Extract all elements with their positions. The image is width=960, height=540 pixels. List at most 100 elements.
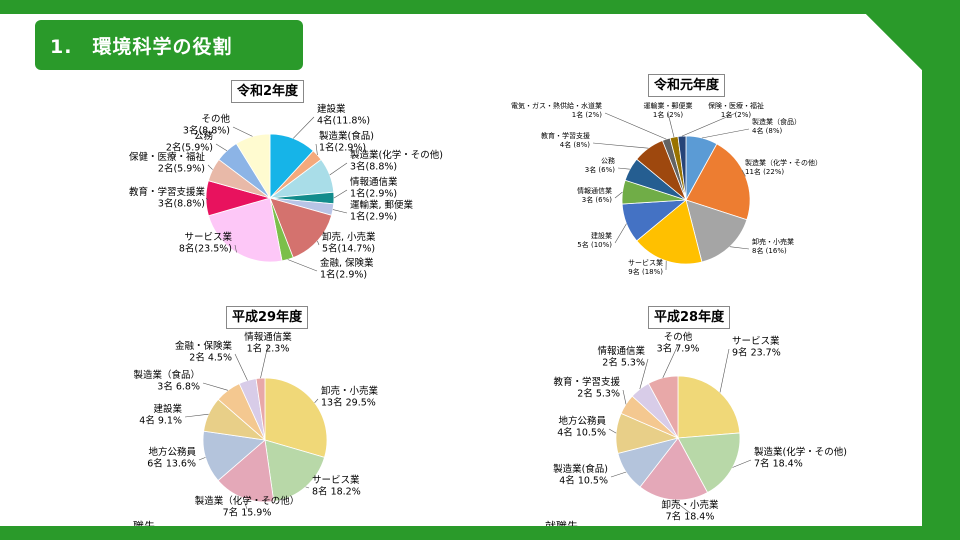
- pie-0-leader-11: [232, 126, 253, 137]
- pie-1-label-name-5: 情報通信業: [577, 186, 612, 195]
- pie-0-slice-5: [269, 197, 333, 259]
- pie-1-label-value-0: 4名 (8%): [752, 126, 783, 135]
- pie-0-label-value-3: 1名(2.9%): [350, 188, 397, 200]
- pie-1-label-name-7: 教育・学習支援: [541, 131, 590, 140]
- pie-0-label-name-9: 保健・医療・福祉: [129, 151, 206, 163]
- pie-3-leader-6: [639, 358, 649, 390]
- pie-0-label-name-8: 教育・学習支援業: [129, 186, 206, 198]
- pie-3-label-value-5: 2名 5.3%: [577, 388, 620, 400]
- bottom-band: [0, 526, 960, 540]
- pie-2-leader-0: [314, 398, 319, 404]
- pie-2-label-name-6: 金融・保険業: [175, 340, 233, 352]
- pie-1-slice-10: [677, 135, 687, 201]
- chart-title-r1: 令和元年度: [648, 74, 726, 97]
- pie-3-label-name-1: 製造業(化学・その他): [754, 446, 847, 458]
- pie-3-label-value-0: 9名 23.7%: [732, 347, 781, 359]
- pie-3-label-name-4: 地方公務員: [558, 415, 606, 427]
- pie-2-leader-7: [260, 344, 269, 379]
- pie-3-label-name-3: 製造業(食品): [553, 463, 608, 475]
- pie-1-label-value-1: 11名 (22%): [745, 167, 784, 176]
- chart-title-r2: 令和2年度: [231, 80, 305, 103]
- pie-0-label-value-11: 3名(8.8%): [183, 125, 230, 137]
- pie-3-label-name-0: サービス業: [732, 335, 780, 347]
- pie-0-label-value-8: 3名(8.8%): [158, 198, 205, 210]
- pie-1-leader-0: [701, 128, 750, 139]
- pie-3-label-name-6: 情報通信業: [597, 345, 645, 357]
- pie-2-label-value-2: 7名 15.9%: [223, 507, 272, 519]
- pie-2-label-value-7: 1名 2.3%: [247, 343, 290, 355]
- pie-1-label-value-9: 1名 (2%): [653, 110, 684, 119]
- pie-1-leader-1: [741, 169, 746, 177]
- pie-0-leader-1: [315, 143, 318, 156]
- pie-1-label-value-10: 1名 (2%): [721, 110, 752, 119]
- pie-2-slice-1: [264, 439, 326, 502]
- chart-title-h29: 平成29年度: [226, 306, 309, 329]
- pie-0-label-value-4: 1名(2.9%): [350, 211, 397, 223]
- pie-3-leader-1: [732, 459, 752, 468]
- pie-3-slice-7: [647, 375, 679, 439]
- pie-3-label-value-7: 3名 7.9%: [657, 343, 700, 355]
- pie-0-label-name-6: 金融, 保険業: [320, 257, 374, 269]
- pie-0-label-value-9: 2名(5.9%): [158, 163, 205, 175]
- pie-1-leader-4: [614, 223, 627, 244]
- pie-1-leader-10: [681, 112, 737, 137]
- pie-0-leader-0: [292, 116, 315, 139]
- pie-1-label-value-4: 5名 (10%): [577, 240, 612, 249]
- pie-0-label-name-3: 情報通信業: [350, 176, 398, 188]
- pie-2-leader-5: [202, 382, 228, 391]
- pie-3-label-value-3: 4名 10.5%: [559, 475, 608, 487]
- pie-3-leader-0: [719, 348, 730, 393]
- pie-0-leader-2: [329, 162, 348, 176]
- pie-1-leader-2: [729, 246, 750, 250]
- pie-0-label-value-7: 8名(23.5%): [179, 243, 232, 255]
- pie-2-label-name-2: 製造業（化学・その他）: [195, 495, 300, 507]
- pie-1-label-name-9: 運輸業・郵便業: [644, 101, 693, 110]
- pie-2-slice-3: [202, 430, 266, 482]
- pie-0-leader-6: [287, 259, 318, 272]
- pie-3-label-value-6: 2名 5.3%: [602, 357, 645, 369]
- pie-1-label-name-4: 建設業: [591, 231, 612, 240]
- pie-1-leader-5: [614, 191, 623, 199]
- pie-0-label-value-5: 5名(14.7%): [322, 243, 375, 255]
- pie-3-label-value-1: 7名 18.4%: [754, 458, 803, 470]
- corner-fold: [866, 14, 960, 70]
- pie-0-label-value-0: 4名(11.8%): [317, 115, 370, 127]
- pie-2-label-name-1: サービス業: [312, 474, 360, 486]
- pie-2-leader-2: [242, 498, 248, 510]
- pie-3-leader-5: [622, 389, 627, 405]
- pie-2-label-name-0: 卸売・小売業: [321, 385, 379, 397]
- pie-3-label-name-2: 卸売・小売業: [661, 499, 719, 511]
- pie-1-leader-8: [604, 112, 667, 140]
- pie-3-leader-4: [608, 428, 617, 434]
- pie-0-label-name-5: 卸売, 小売業: [322, 231, 376, 243]
- pie-2-label-name-7: 情報通信業: [244, 331, 292, 343]
- pie-0-leader-4: [332, 209, 348, 214]
- pie-3-slice-0: [677, 375, 741, 439]
- pie-1-label-name-2: 卸売・小売業: [752, 237, 794, 246]
- pie-3-leader-2: [672, 499, 691, 514]
- pie-1-label-name-8: 電気・ガス・熱供給・水道業: [511, 101, 602, 110]
- pie-0-label-name-0: 建設業: [317, 103, 346, 115]
- pie-2-slice-0: [264, 377, 328, 458]
- pie-3-label-name-5: 教育・学習支援: [553, 376, 620, 388]
- pie-1-slice-1: [685, 143, 751, 221]
- pie-2-leader-3: [198, 457, 206, 461]
- pie-0-leader-5: [317, 240, 320, 246]
- pie-0-label-value-2: 3名(8.8%): [350, 161, 397, 173]
- pie-3-leader-3: [610, 471, 627, 478]
- pie-3-label-name-7: その他: [664, 331, 693, 343]
- pie-2-slice-2: [217, 439, 275, 503]
- pie-0-leader-8: [205, 197, 209, 201]
- pie-0-label-name-10: 公務: [194, 130, 214, 142]
- pie-2-label-value-5: 3名 6.8%: [157, 381, 200, 393]
- pie-2-leader-1: [305, 486, 310, 489]
- pie-2-label-name-4: 建設業: [153, 403, 182, 415]
- pie-1-label-name-6: 公務: [601, 156, 615, 165]
- pie-0-label-value-1: 1名(2.9%): [319, 142, 366, 154]
- pie-1-label-value-3: 9名 (18%): [628, 267, 663, 276]
- pie-1-slice-3: [636, 199, 703, 265]
- pie-1-label-name-3: サービス業: [628, 258, 663, 267]
- pie-2-label-value-0: 13名 29.5%: [321, 397, 376, 409]
- pie-1-label-value-8: 1名 (2%): [572, 110, 603, 119]
